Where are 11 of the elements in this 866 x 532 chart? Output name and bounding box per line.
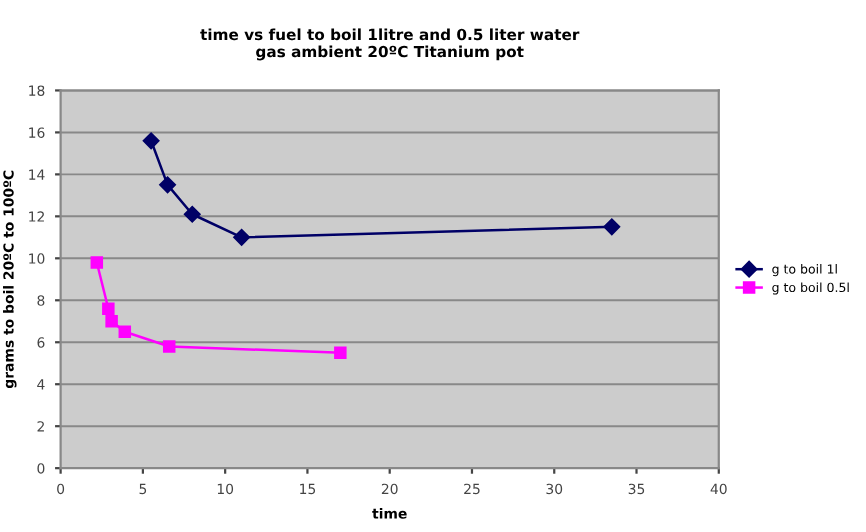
- point: [90, 256, 104, 269]
- point: [334, 346, 347, 359]
- point: [603, 218, 621, 236]
- point: [102, 302, 115, 315]
- point: [142, 132, 160, 150]
- point: [118, 325, 132, 339]
- point: [183, 205, 201, 223]
- point: [233, 229, 250, 246]
- point: [162, 340, 176, 353]
- point: [159, 176, 176, 194]
- point: [105, 315, 118, 328]
